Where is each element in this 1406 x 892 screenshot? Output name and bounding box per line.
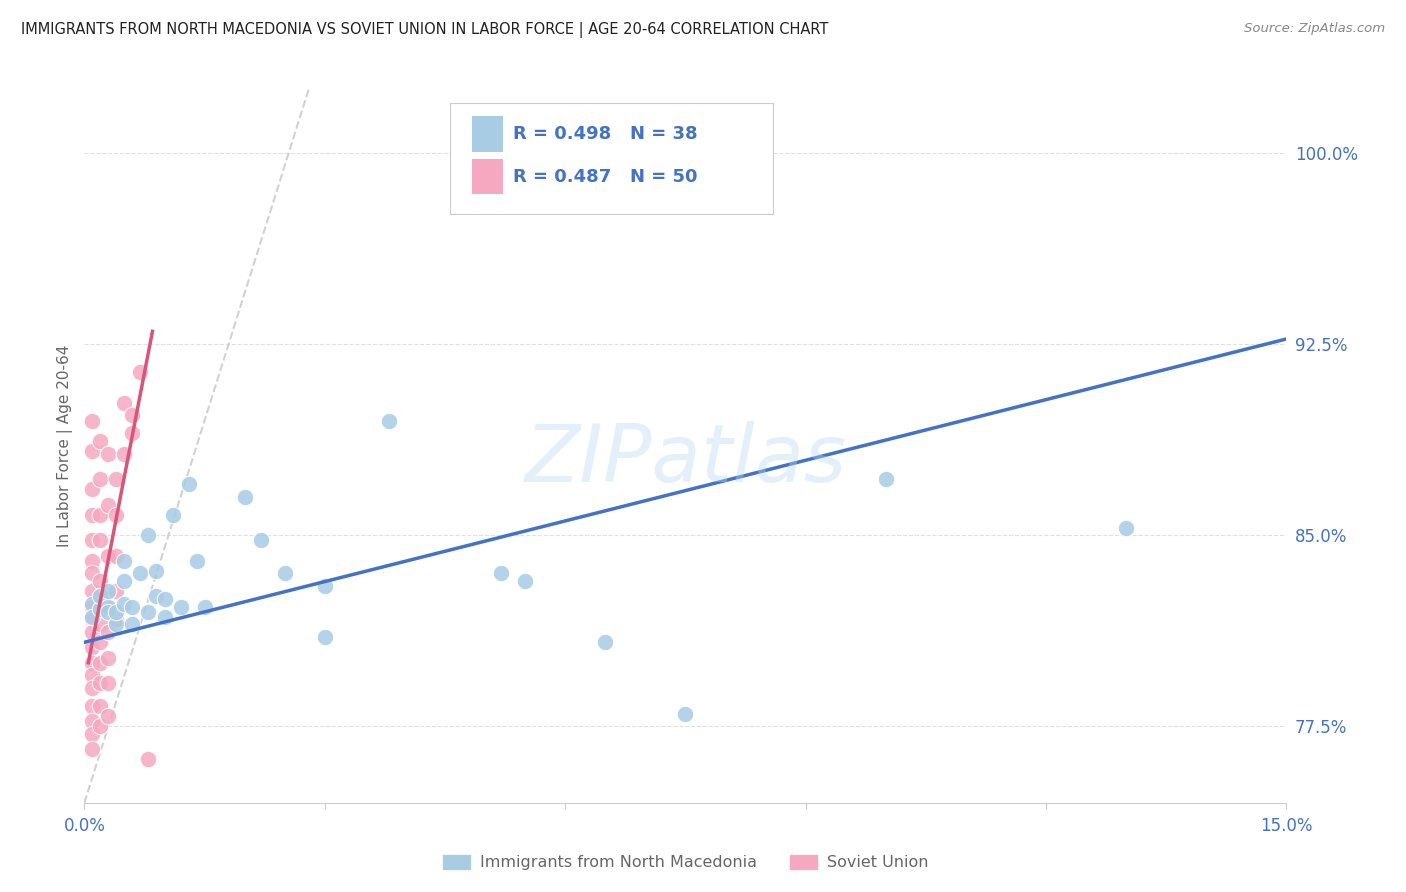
Point [82,533,104,548]
Point [145,564,167,578]
Point [121,599,143,614]
Point [82,640,104,655]
Point [675,706,697,721]
Point [138,752,160,766]
Point [97,549,120,563]
Point [82,714,104,729]
Point [82,413,104,427]
Point [169,599,191,614]
Point [89,508,111,522]
Point [97,709,120,723]
Point [114,574,135,588]
Point [105,605,128,619]
Text: ZIPatlas: ZIPatlas [524,421,846,500]
Text: R = 0.498   N = 38: R = 0.498 N = 38 [513,125,697,143]
Y-axis label: In Labor Force | Age 20-64: In Labor Force | Age 20-64 [58,345,73,547]
Point [105,612,128,626]
Point [89,635,111,649]
Point [89,656,111,670]
Point [82,566,104,581]
Point [97,447,120,461]
Point [105,617,128,632]
Point [97,599,120,614]
Point [121,409,143,423]
Point [82,597,104,611]
Point [145,590,167,604]
Point [82,681,104,695]
Text: R = 0.487   N = 50: R = 0.487 N = 50 [513,168,697,186]
Point [875,472,897,486]
Point [314,630,336,644]
Point [138,605,160,619]
Point [97,605,120,619]
Point [97,498,120,512]
Point [97,625,120,640]
Point [194,599,217,614]
Point [105,472,128,486]
Point [233,490,256,504]
Point [105,549,128,563]
Point [89,676,111,690]
Point [515,574,537,588]
Point [121,617,143,632]
Point [89,599,111,614]
Point [153,609,176,624]
Point [89,472,111,486]
Point [82,698,104,713]
Point [97,676,120,690]
Point [82,508,104,522]
Point [82,742,104,756]
Point [314,579,336,593]
Point [595,635,617,649]
Point [129,566,152,581]
Point [114,447,135,461]
Point [89,617,111,632]
Point [186,554,208,568]
Point [138,528,160,542]
Point [378,413,401,427]
Point [82,444,104,458]
Point [114,554,135,568]
Point [1115,520,1137,534]
Point [89,698,111,713]
Point [89,602,111,616]
Point [89,434,111,448]
Point [162,508,184,522]
Point [82,727,104,741]
Point [121,426,143,441]
Point [82,625,104,640]
Point [89,574,111,588]
Point [274,566,297,581]
Point [89,590,111,604]
Point [177,477,200,491]
Point [97,599,120,614]
Point [97,650,120,665]
Point [105,508,128,522]
Point [82,483,104,497]
Point [153,591,176,606]
Point [82,668,104,682]
Point [82,599,104,614]
Point [89,719,111,733]
Point [82,554,104,568]
Point [489,566,512,581]
Legend: Immigrants from North Macedonia, Soviet Union: Immigrants from North Macedonia, Soviet … [436,848,935,877]
Point [114,395,135,409]
Point [97,584,120,599]
Point [129,365,152,379]
Point [249,533,271,548]
Point [82,609,104,624]
Text: Source: ZipAtlas.com: Source: ZipAtlas.com [1244,22,1385,36]
Point [82,584,104,599]
Point [114,597,135,611]
Text: IMMIGRANTS FROM NORTH MACEDONIA VS SOVIET UNION IN LABOR FORCE | AGE 20-64 CORRE: IMMIGRANTS FROM NORTH MACEDONIA VS SOVIE… [21,22,828,38]
Point [82,656,104,670]
Point [82,612,104,626]
Point [89,533,111,548]
Point [105,584,128,599]
